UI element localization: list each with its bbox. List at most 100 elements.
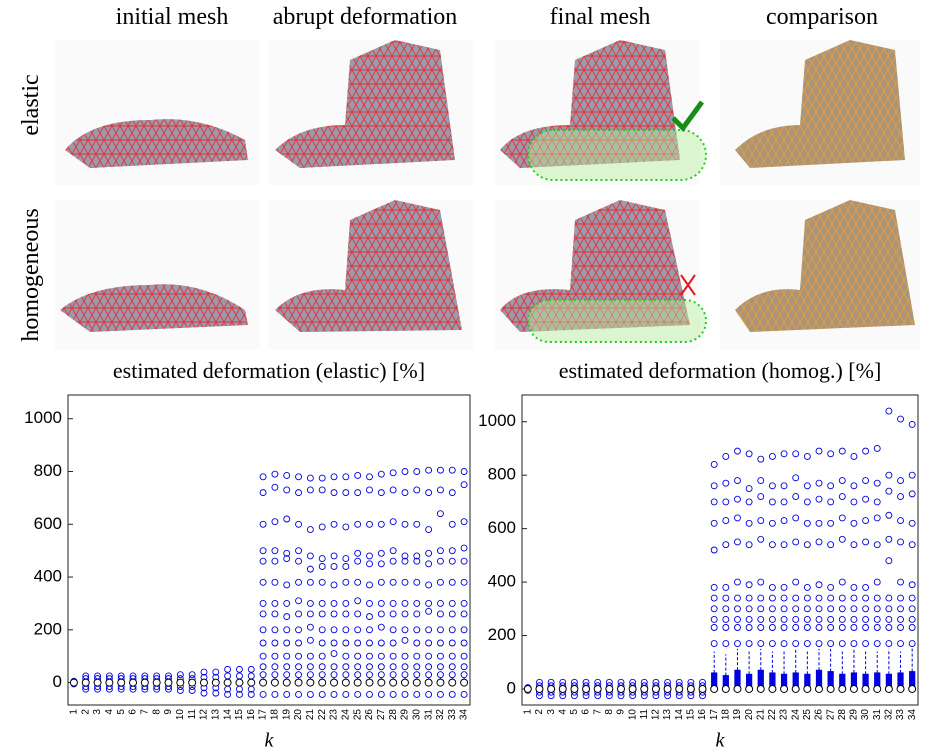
- outlier: [377, 599, 385, 607]
- outlier: [259, 610, 267, 618]
- outlier: [330, 563, 338, 570]
- median: [745, 684, 754, 693]
- x-tick-label: 5: [116, 709, 127, 715]
- outlier: [536, 692, 543, 700]
- outlier: [436, 510, 444, 518]
- outlier: [710, 498, 718, 506]
- outlier: [768, 583, 776, 591]
- outlier: [224, 690, 232, 698]
- outlier: [413, 599, 421, 607]
- y-tick-label: 600: [488, 518, 516, 537]
- x-tick-label: 34: [907, 709, 918, 721]
- outlier: [212, 668, 220, 676]
- outlier: [271, 626, 279, 634]
- outlier: [780, 605, 788, 613]
- plot-frame: [67, 394, 471, 706]
- outlier: [366, 613, 373, 621]
- outlier: [722, 594, 730, 602]
- outlier: [413, 652, 421, 660]
- median: [400, 678, 409, 687]
- outlier: [330, 520, 338, 528]
- outlier: [354, 520, 362, 528]
- row-header: elastic: [18, 74, 44, 135]
- median: [412, 678, 421, 687]
- outlier: [283, 555, 291, 563]
- x-tick-label: 7: [139, 709, 150, 715]
- outlier: [342, 578, 350, 586]
- outlier: [815, 616, 823, 623]
- outlier: [710, 616, 718, 623]
- median: [582, 684, 591, 693]
- outlier: [757, 616, 765, 623]
- outlier: [908, 640, 916, 647]
- outlier: [815, 519, 823, 527]
- outlier: [885, 640, 893, 647]
- outlier: [734, 514, 741, 522]
- outlier: [271, 663, 279, 671]
- median: [223, 678, 232, 687]
- outlier: [722, 583, 730, 591]
- outlier: [460, 671, 468, 679]
- x-tick-label: 14: [222, 709, 233, 721]
- outlier: [594, 678, 602, 686]
- outlier: [389, 599, 397, 607]
- median: [605, 684, 614, 693]
- outlier: [768, 453, 776, 460]
- outlier: [224, 672, 232, 680]
- outlier: [401, 636, 409, 644]
- outlier: [366, 690, 373, 698]
- outlier: [757, 578, 765, 586]
- outlier: [908, 541, 916, 549]
- outlier: [448, 520, 456, 528]
- outlier: [283, 652, 291, 660]
- outlier: [176, 687, 184, 694]
- x-tick-label: 20: [744, 709, 755, 721]
- outlier: [780, 616, 788, 623]
- x-tick-label: 30: [860, 709, 871, 721]
- outlier: [617, 678, 625, 686]
- outlier: [401, 552, 409, 560]
- outlier: [780, 450, 788, 458]
- outlier: [330, 639, 338, 647]
- outlier: [605, 692, 613, 700]
- outlier: [768, 482, 776, 490]
- outlier: [425, 466, 433, 474]
- outlier: [734, 640, 741, 647]
- outlier: [838, 447, 846, 455]
- x-tick-label: 10: [627, 709, 638, 721]
- outlier: [757, 455, 765, 463]
- outlier: [838, 535, 846, 543]
- outlier: [259, 557, 267, 565]
- outlier: [306, 623, 314, 631]
- outlier: [850, 640, 858, 647]
- outlier: [401, 652, 409, 660]
- outlier: [792, 450, 800, 458]
- x-tick-label: 11: [639, 709, 650, 720]
- outlier: [897, 517, 904, 525]
- median: [593, 684, 602, 693]
- row-header: homogeneous: [18, 208, 44, 341]
- outlier: [389, 610, 397, 618]
- outlier: [401, 578, 409, 586]
- outlier: [815, 538, 823, 546]
- outlier: [757, 605, 765, 613]
- outlier: [815, 495, 823, 503]
- outlier: [295, 547, 303, 555]
- outlier: [389, 663, 397, 671]
- x-tick-label: 16: [697, 709, 708, 721]
- outlier: [259, 639, 267, 647]
- outlier: [885, 487, 893, 495]
- outlier: [436, 599, 444, 607]
- x-tick-label: 1: [522, 709, 533, 715]
- outlier: [768, 605, 776, 613]
- outlier: [838, 640, 846, 647]
- outlier: [745, 624, 753, 631]
- outlier: [318, 523, 326, 531]
- outlier: [448, 547, 456, 555]
- outlier: [354, 652, 362, 660]
- outlier: [897, 605, 904, 613]
- outlier: [377, 489, 385, 497]
- outlier: [425, 626, 433, 634]
- outlier: [722, 517, 730, 525]
- outlier: [306, 671, 314, 679]
